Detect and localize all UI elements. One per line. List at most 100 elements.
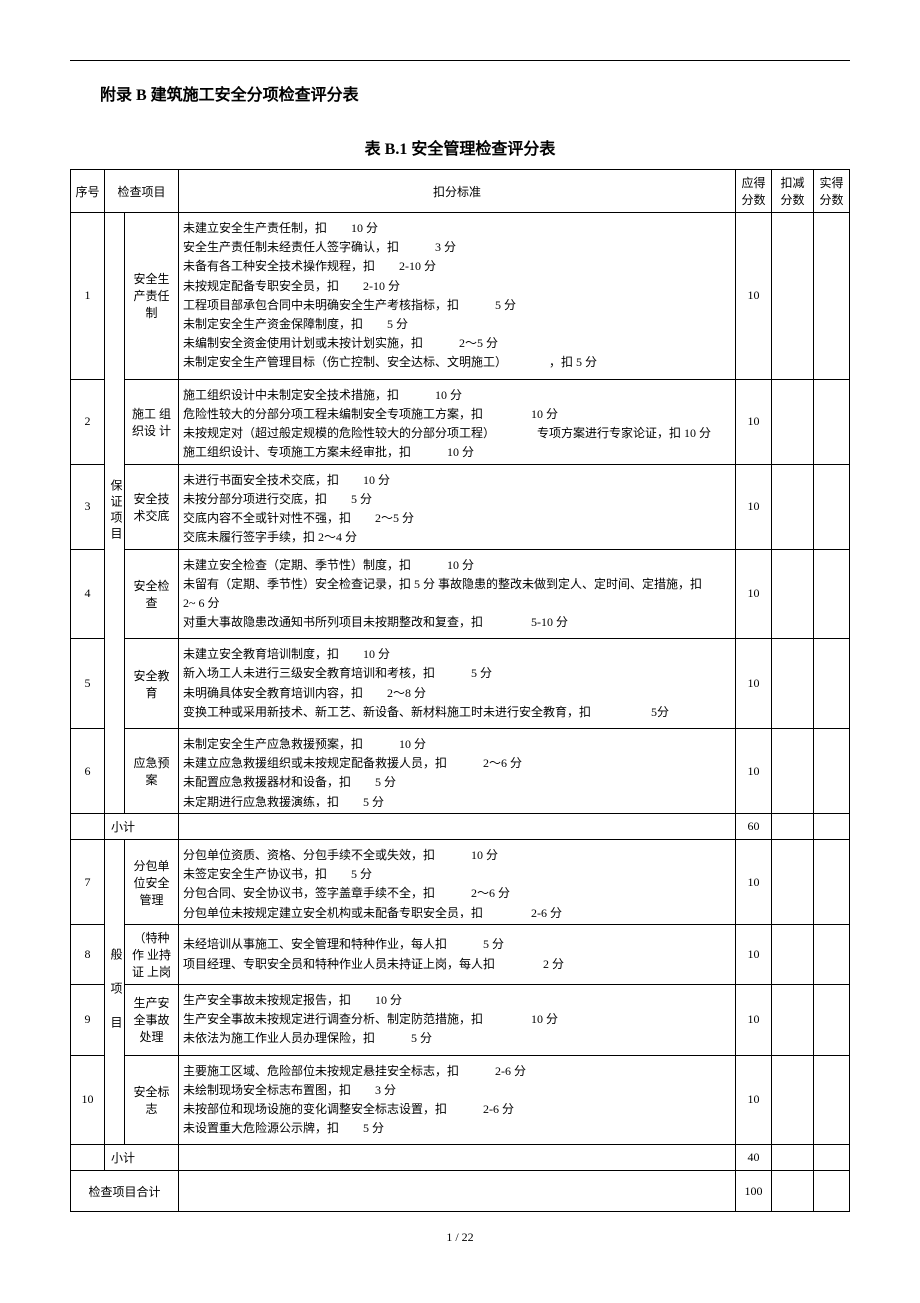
criteria-cell bbox=[179, 814, 736, 840]
criteria-cell: 分包单位资质、资格、分包手续不全或失效，扣 10 分未签定安全生产协议书，扣 5… bbox=[179, 840, 736, 925]
h-seq: 序号 bbox=[71, 170, 105, 213]
item-cell: 应急预 案 bbox=[125, 729, 179, 814]
seq-cell: 1 bbox=[71, 213, 105, 380]
sd-cell bbox=[814, 925, 850, 985]
sd-cell bbox=[814, 1055, 850, 1145]
item-cell: 分包单 位安全 管理 bbox=[125, 840, 179, 925]
table-row: 3 安全技 术交底未进行书面安全技术交底，扣 10 分未按分部分项进行交底，扣 5… bbox=[71, 464, 850, 549]
yd-cell: 10 bbox=[736, 729, 772, 814]
table-body: 1保证项目安全生 产责任制未建立安全生产责任制，扣 10 分安全生产责任制未经责… bbox=[71, 213, 850, 1212]
item-cell: （特种作 业持证 上岗 bbox=[125, 925, 179, 985]
h-sd: 实得 分数 bbox=[814, 170, 850, 213]
seq-cell: 7 bbox=[71, 840, 105, 925]
kj-cell bbox=[772, 729, 814, 814]
subtotal-label: 小计 bbox=[105, 1145, 179, 1171]
criteria-cell: 主要施工区域、危险部位未按规定悬挂安全标志，扣 2-6 分未绘制现场安全标志布置… bbox=[179, 1055, 736, 1145]
table-row: 1保证项目安全生 产责任制未建立安全生产责任制，扣 10 分安全生产责任制未经责… bbox=[71, 213, 850, 380]
grand-total-row: 检查项目合计 100 bbox=[71, 1171, 850, 1212]
kj-cell bbox=[772, 379, 814, 464]
subtotal-row: 小计 60 bbox=[71, 814, 850, 840]
sd-cell bbox=[814, 639, 850, 729]
table-caption: 表 B.1 安全管理检查评分表 bbox=[70, 135, 850, 159]
yd-cell: 10 bbox=[736, 639, 772, 729]
page-footer: 1 / 22 bbox=[70, 1230, 850, 1245]
kj-cell bbox=[772, 639, 814, 729]
subtotal-label: 小计 bbox=[105, 814, 179, 840]
yd-cell: 10 bbox=[736, 213, 772, 380]
seq-cell: 5 bbox=[71, 639, 105, 729]
item-cell: 安全检 查 bbox=[125, 549, 179, 639]
table-row: 5 安全教 育未建立安全教育培训制度，扣 10 分新入场工人未进行三级安全教育培训… bbox=[71, 639, 850, 729]
criteria-cell bbox=[179, 1171, 736, 1212]
item-cell: 安全生 产责任制 bbox=[125, 213, 179, 380]
yd-cell: 10 bbox=[736, 840, 772, 925]
sd-cell bbox=[814, 213, 850, 380]
kj-cell bbox=[772, 925, 814, 985]
subtotal-row: 小计 40 bbox=[71, 1145, 850, 1171]
item-cell: 生产安 全事故 处理 bbox=[125, 985, 179, 1056]
criteria-cell: 未制定安全生产应急救援预案，扣 10 分未建立应急救援组织或未按规定配备救援人员… bbox=[179, 729, 736, 814]
seq-cell: 2 bbox=[71, 379, 105, 464]
sd-cell bbox=[814, 1171, 850, 1212]
seq-cell: 6 bbox=[71, 729, 105, 814]
table-row: 7般 项 目分包单 位安全 管理分包单位资质、资格、分包手续不全或失效，扣 10… bbox=[71, 840, 850, 925]
h-std: 扣分标准 bbox=[179, 170, 736, 213]
yd-cell: 60 bbox=[736, 814, 772, 840]
table-row: 2 施工 组织设 计施工组织设计中未制定安全技术措施，扣 10 分危险性较大的分部… bbox=[71, 379, 850, 464]
seq-cell: 8 bbox=[71, 925, 105, 985]
yd-cell: 10 bbox=[736, 379, 772, 464]
yd-cell: 40 bbox=[736, 1145, 772, 1171]
grand-total-label: 检查项目合计 bbox=[71, 1171, 179, 1212]
criteria-cell: 未进行书面安全技术交底，扣 10 分未按分部分项进行交底，扣 5 分交底内容不全… bbox=[179, 464, 736, 549]
yd-cell: 10 bbox=[736, 549, 772, 639]
seq-cell bbox=[71, 1145, 105, 1171]
criteria-cell: 生产安全事故未按规定报告，扣 10 分生产安全事故未按规定进行调查分析、制定防范… bbox=[179, 985, 736, 1056]
yd-cell: 100 bbox=[736, 1171, 772, 1212]
item-cell: 安全标 志 bbox=[125, 1055, 179, 1145]
table-row: 10 安全标 志主要施工区域、危险部位未按规定悬挂安全标志，扣 2-6 分未绘制现… bbox=[71, 1055, 850, 1145]
yd-cell: 10 bbox=[736, 925, 772, 985]
category-guarantee: 保证项目 bbox=[105, 213, 125, 814]
category-general: 般 项 目 bbox=[105, 840, 125, 1145]
seq-cell: 4 bbox=[71, 549, 105, 639]
sd-cell bbox=[814, 840, 850, 925]
sd-cell bbox=[814, 1145, 850, 1171]
item-cell: 安全教 育 bbox=[125, 639, 179, 729]
page: 附录 B 建筑施工安全分项检查评分表 表 B.1 安全管理检查评分表 序号 检查… bbox=[0, 0, 920, 1275]
criteria-cell bbox=[179, 1145, 736, 1171]
table-row: 6 应急预 案未制定安全生产应急救援预案，扣 10 分未建立应急救援组织或未按规定… bbox=[71, 729, 850, 814]
sd-cell bbox=[814, 814, 850, 840]
yd-cell: 10 bbox=[736, 985, 772, 1056]
kj-cell bbox=[772, 464, 814, 549]
seq-cell: 3 bbox=[71, 464, 105, 549]
seq-cell: 9 bbox=[71, 985, 105, 1056]
criteria-cell: 未建立安全检查（定期、季节性）制度，扣 10 分未留有（定期、季节性）安全检查记… bbox=[179, 549, 736, 639]
criteria-cell: 未建立安全生产责任制，扣 10 分安全生产责任制未经责任人签字确认，扣 3 分未… bbox=[179, 213, 736, 380]
table-row: 9 生产安 全事故 处理生产安全事故未按规定报告，扣 10 分生产安全事故未按规定… bbox=[71, 985, 850, 1056]
h-kj: 扣减 分数 bbox=[772, 170, 814, 213]
item-cell: 安全技 术交底 bbox=[125, 464, 179, 549]
kj-cell bbox=[772, 1171, 814, 1212]
criteria-cell: 未建立安全教育培训制度，扣 10 分新入场工人未进行三级安全教育培训和考核，扣 … bbox=[179, 639, 736, 729]
sd-cell bbox=[814, 985, 850, 1056]
item-cell: 施工 组织设 计 bbox=[125, 379, 179, 464]
kj-cell bbox=[772, 985, 814, 1056]
kj-cell bbox=[772, 1055, 814, 1145]
sd-cell bbox=[814, 464, 850, 549]
sd-cell bbox=[814, 729, 850, 814]
criteria-cell: 施工组织设计中未制定安全技术措施，扣 10 分危险性较大的分部分项工程未编制安全… bbox=[179, 379, 736, 464]
table-row: 4 安全检 查未建立安全检查（定期、季节性）制度，扣 10 分未留有（定期、季节性… bbox=[71, 549, 850, 639]
kj-cell bbox=[772, 840, 814, 925]
seq-cell bbox=[71, 814, 105, 840]
kj-cell bbox=[772, 213, 814, 380]
kj-cell bbox=[772, 549, 814, 639]
sd-cell bbox=[814, 549, 850, 639]
score-table: 序号 检查项目 扣分标准 应得 分数 扣减 分数 实得 分数 1保证项目安全生 … bbox=[70, 169, 850, 1212]
table-row: 8 （特种作 业持证 上岗未经培训从事施工、安全管理和特种作业，每人扣 5 分项目… bbox=[71, 925, 850, 985]
h-yd: 应得 分数 bbox=[736, 170, 772, 213]
seq-cell: 10 bbox=[71, 1055, 105, 1145]
kj-cell bbox=[772, 814, 814, 840]
criteria-cell: 未经培训从事施工、安全管理和特种作业，每人扣 5 分项目经理、专职安全员和特种作… bbox=[179, 925, 736, 985]
sd-cell bbox=[814, 379, 850, 464]
yd-cell: 10 bbox=[736, 464, 772, 549]
